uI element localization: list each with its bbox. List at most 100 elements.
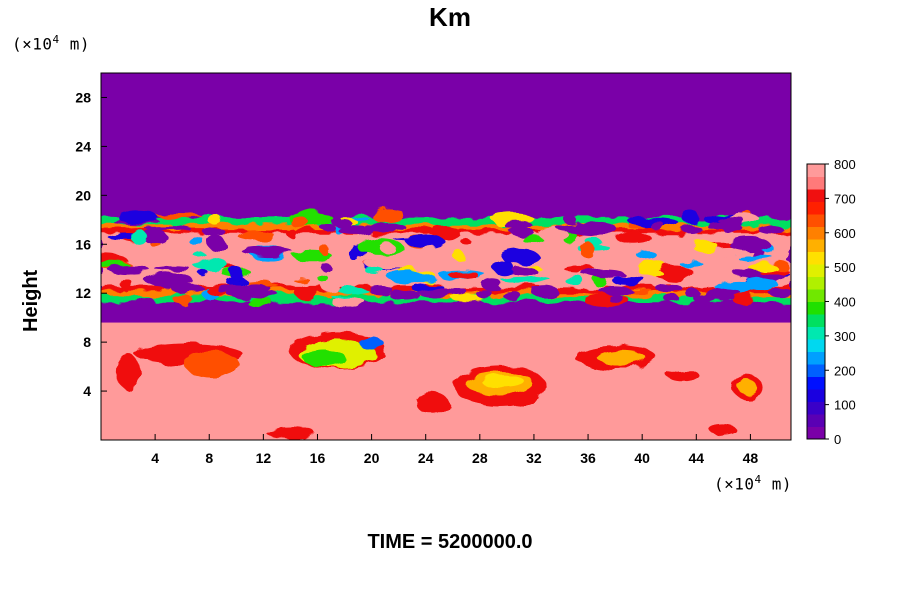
colorbar-swatch bbox=[807, 226, 825, 240]
band-gap bbox=[510, 227, 534, 237]
band-cell bbox=[337, 287, 369, 293]
band-cell bbox=[758, 269, 790, 274]
band-cell bbox=[558, 256, 595, 263]
band-cell bbox=[187, 234, 203, 245]
band-cell bbox=[501, 276, 551, 284]
colorbar-swatch bbox=[807, 401, 825, 415]
time-footer: TIME = 5200000.0 bbox=[367, 531, 533, 553]
band-gap bbox=[503, 220, 533, 230]
x-tick-label: 4 bbox=[151, 450, 159, 466]
band-cell bbox=[242, 280, 276, 285]
colorbar-swatch bbox=[807, 239, 825, 252]
band-cell bbox=[321, 279, 341, 293]
x-tick-label: 48 bbox=[743, 450, 759, 466]
colorbar-swatch bbox=[807, 214, 825, 227]
band-cell bbox=[586, 269, 625, 278]
band-cell bbox=[351, 215, 369, 221]
band-cell bbox=[579, 241, 595, 258]
band-cell bbox=[157, 251, 177, 266]
band-cell bbox=[431, 225, 460, 240]
band-cell bbox=[153, 213, 202, 218]
x-tick-label: 8 bbox=[205, 450, 213, 466]
band-structures bbox=[101, 208, 791, 309]
band-gap bbox=[335, 219, 353, 229]
band-cell bbox=[229, 266, 244, 281]
y-tick-label: 16 bbox=[75, 236, 91, 252]
colorbar-swatch bbox=[807, 264, 825, 277]
lower-feature bbox=[266, 426, 315, 439]
band-cell bbox=[193, 259, 229, 271]
band-gap bbox=[692, 294, 717, 303]
band-cell bbox=[192, 251, 206, 257]
band-gap bbox=[563, 215, 577, 225]
band-cell bbox=[198, 269, 209, 277]
colorbar-tick-label: 800 bbox=[834, 157, 856, 172]
x-axis-unit: (×104 m) bbox=[714, 473, 792, 493]
colorbar-swatch bbox=[807, 164, 825, 177]
lower-feature bbox=[302, 349, 346, 367]
x-tick-label: 24 bbox=[418, 450, 434, 466]
band-cell bbox=[592, 275, 606, 287]
lower-feature bbox=[416, 392, 449, 415]
band-cell bbox=[769, 262, 791, 272]
band-cell bbox=[584, 294, 630, 308]
band-cell bbox=[206, 213, 221, 225]
band-cell bbox=[331, 296, 366, 309]
band-cell bbox=[521, 234, 543, 243]
band-gap bbox=[202, 227, 226, 237]
x-unit-prefix: (×10 bbox=[714, 474, 755, 494]
band-cell bbox=[286, 228, 296, 238]
band-gap bbox=[681, 224, 702, 234]
y-tick-label: 4 bbox=[83, 383, 91, 399]
band-cell bbox=[628, 216, 678, 228]
band-gap bbox=[368, 286, 394, 295]
lower-feature bbox=[481, 375, 525, 388]
band-gap bbox=[664, 294, 680, 303]
colorbar-swatch bbox=[807, 289, 825, 302]
band-gap bbox=[608, 294, 624, 303]
band-gap bbox=[170, 283, 204, 293]
y-unit-exponent: 4 bbox=[52, 33, 60, 46]
y-axis: 4 8 12 16 20 24 28 bbox=[75, 89, 107, 399]
band-cell bbox=[493, 260, 515, 276]
colorbar-tick-label: 500 bbox=[834, 260, 856, 275]
colorbar-swatch bbox=[807, 326, 825, 340]
band-gap bbox=[758, 225, 784, 235]
band-gap bbox=[502, 290, 521, 299]
band-cell bbox=[636, 251, 657, 260]
band-cell bbox=[122, 279, 134, 293]
colorbar-tick-label: 700 bbox=[834, 191, 856, 206]
band-cell bbox=[237, 230, 275, 241]
band-cell bbox=[241, 247, 293, 256]
colorbar-swatch bbox=[807, 364, 825, 377]
colorbar-swatch bbox=[807, 276, 825, 290]
band-gap bbox=[655, 283, 683, 293]
band-cell bbox=[317, 274, 328, 283]
band-cell bbox=[530, 284, 559, 298]
band-cell bbox=[346, 244, 359, 259]
chart-title: Km bbox=[429, 2, 471, 32]
band-gap bbox=[717, 216, 745, 225]
lower-feature bbox=[666, 369, 699, 382]
band-cell bbox=[295, 284, 317, 301]
band-cell bbox=[482, 278, 503, 292]
x-tick-label: 12 bbox=[256, 450, 272, 466]
band-gap bbox=[598, 286, 633, 295]
band-gap bbox=[684, 288, 700, 298]
band-cell bbox=[207, 235, 225, 251]
colorbar-swatch bbox=[807, 301, 825, 315]
band-gap bbox=[320, 223, 336, 233]
band-cell bbox=[136, 296, 155, 309]
lower-structures bbox=[115, 332, 763, 439]
colorbar-swatch bbox=[807, 201, 825, 215]
colorbar-swatch bbox=[807, 351, 825, 365]
band-cell bbox=[405, 234, 445, 249]
band-cell bbox=[320, 263, 332, 272]
band-cell bbox=[563, 265, 595, 272]
lower-feature bbox=[738, 380, 758, 395]
band-cell bbox=[654, 265, 694, 281]
colorbar-tick-label: 600 bbox=[834, 226, 856, 241]
band-cell bbox=[387, 271, 436, 284]
band-cell bbox=[720, 252, 735, 259]
